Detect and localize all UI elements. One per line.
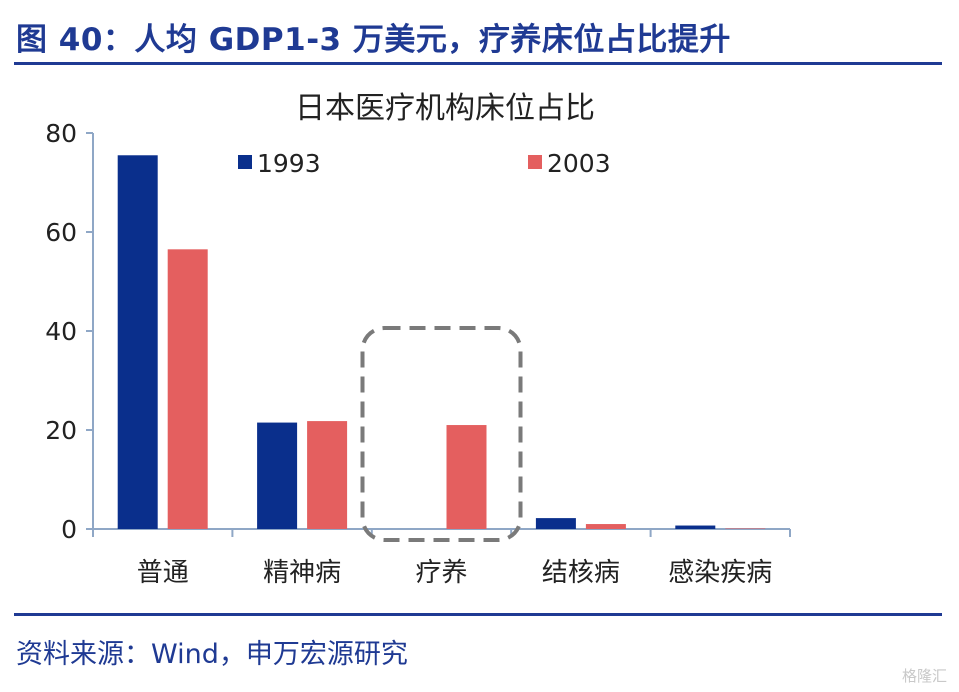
bars	[117, 155, 766, 529]
highlight-box	[360, 326, 523, 542]
y-tick-label: 20	[45, 416, 77, 445]
y-tick-label: 60	[45, 218, 77, 247]
legend-swatch	[238, 155, 252, 169]
source-divider	[14, 613, 942, 616]
legend-label: 2003	[547, 149, 611, 178]
bar-chart: 日本医疗机构床位占比 0 20 40 60 80 普通 精神病 疗养 结核病 感染疾病 1993…	[45, 91, 791, 588]
bar-1993	[675, 525, 716, 529]
watermark: 格隆汇	[901, 667, 947, 685]
x-tick-label: 结核病	[542, 558, 620, 588]
y-axis: 0 20 40 60 80	[45, 119, 94, 544]
y-tick-label: 80	[45, 119, 77, 148]
figure-title: 图 40：人均 GDP1-3 万美元，疗养床位占比提升	[16, 22, 731, 58]
bar-2003	[307, 421, 348, 529]
y-tick-label: 0	[61, 515, 77, 544]
x-axis: 普通 精神病 疗养 结核病 感染疾病	[92, 528, 791, 588]
x-tick-label: 精神病	[263, 558, 341, 588]
bar-2003	[446, 425, 487, 529]
bar-2003	[167, 249, 208, 529]
y-tick-label: 40	[45, 317, 77, 346]
legend: 1993 2003	[238, 149, 611, 178]
x-tick-label: 感染疾病	[668, 558, 772, 588]
legend-swatch	[528, 155, 542, 169]
chart-title: 日本医疗机构床位占比	[295, 91, 595, 126]
title-divider	[14, 62, 942, 65]
bar-1993	[117, 155, 158, 529]
source-note: 资料来源：Wind，申万宏源研究	[16, 639, 408, 670]
legend-label: 1993	[257, 149, 321, 178]
bar-2003	[585, 524, 626, 529]
bar-1993	[535, 518, 576, 529]
x-tick-label: 普通	[137, 558, 189, 588]
x-tick-label: 疗养	[415, 558, 467, 588]
bar-1993	[257, 422, 298, 529]
